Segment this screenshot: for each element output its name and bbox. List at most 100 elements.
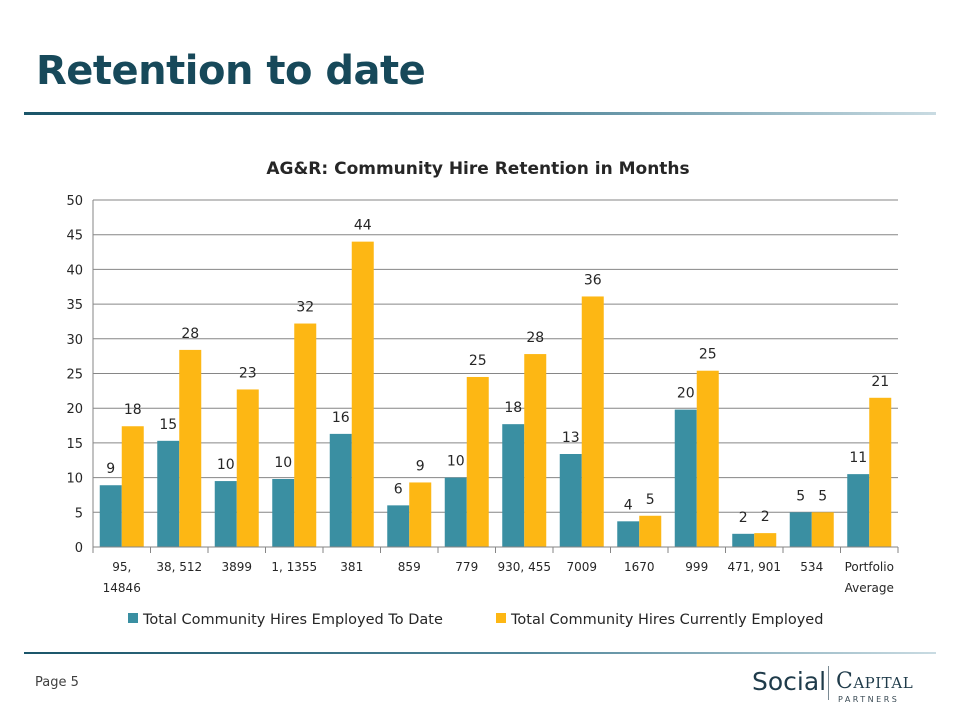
bar-value-label: 32 [296, 300, 314, 316]
legend-swatch-series-2 [496, 613, 506, 623]
bar-series-1 [272, 478, 295, 547]
bar-value-label: 6 [394, 481, 403, 497]
footer-divider [24, 652, 936, 654]
bar-value-label: 10 [217, 457, 235, 473]
x-tick-label: 381 [340, 560, 363, 574]
bar-series-1 [847, 474, 870, 547]
bar-series-2 [409, 482, 432, 547]
bar-series-2 [179, 349, 202, 547]
logo-word-partners: PARTNERS [838, 695, 900, 704]
logo-word-capital: Capital [836, 669, 914, 694]
bar-value-label: 15 [159, 417, 177, 433]
bar-value-label: 5 [796, 488, 805, 504]
y-tick-label: 30 [66, 333, 83, 348]
slide-title: Retention to date [36, 48, 426, 94]
x-tick-label: 859 [398, 560, 421, 574]
x-tick-label: 38, 512 [156, 560, 202, 574]
bar-value-label: 20 [677, 386, 695, 402]
grid-lines [93, 199, 898, 548]
bar-series-2 [524, 354, 547, 547]
bar-value-label: 18 [124, 402, 142, 418]
bar-series-1 [329, 433, 352, 547]
y-tick-label: 15 [66, 437, 83, 452]
bar-value-label: 28 [526, 330, 544, 346]
x-tick-label: 930, 455 [498, 560, 551, 574]
bar-value-label: 5 [646, 492, 655, 508]
bar-value-label: 21 [871, 374, 889, 390]
bar-value-label: 16 [332, 410, 350, 426]
y-tick-label: 40 [66, 263, 83, 278]
x-tick-label: 779 [455, 560, 478, 574]
bar-value-label: 5 [818, 488, 827, 504]
bar-series-2 [639, 515, 662, 547]
bar-value-label: 4 [624, 497, 633, 513]
social-capital-partners-logo: Social Capital PARTNERS [752, 662, 922, 710]
bar-series-1 [444, 477, 467, 547]
y-tick-label: 35 [66, 298, 83, 313]
x-tick-label: Average [845, 581, 894, 595]
bar-value-label: 10 [447, 454, 465, 470]
bar-value-label: 44 [354, 218, 372, 234]
bar-value-label: 2 [761, 509, 770, 525]
bar-value-label: 9 [416, 458, 425, 474]
legend-swatch-series-1 [128, 613, 138, 623]
bar-series-1 [214, 481, 237, 547]
legend-label-series-1: Total Community Hires Employed To Date [142, 612, 443, 628]
bar-value-label: 13 [562, 430, 580, 446]
y-tick-label: 45 [66, 229, 83, 244]
bar-series-2 [351, 241, 374, 547]
bar-series-1 [99, 485, 122, 547]
bar-series-1 [559, 454, 582, 547]
bar-series-2 [754, 533, 777, 547]
bar-value-label: 25 [699, 347, 717, 363]
bar-series-1 [674, 409, 697, 547]
x-tick-label: Portfolio [845, 560, 894, 574]
y-tick-label: 20 [66, 402, 83, 417]
bar-chart: AG&R: Community Hire Retention in Months… [66, 159, 899, 628]
bar-series-1 [617, 521, 640, 547]
title-divider [24, 112, 936, 115]
bar-value-label: 36 [584, 272, 602, 288]
bar-value-label: 18 [504, 400, 522, 416]
x-tick-label: 999 [685, 560, 708, 574]
bar-series-1 [789, 512, 812, 547]
y-tick-label: 5 [75, 506, 83, 521]
x-tick-label: 3899 [221, 560, 252, 574]
y-tick-label: 0 [75, 541, 83, 556]
page-number: Page 5 [35, 675, 79, 690]
y-tick-label: 50 [66, 194, 83, 209]
x-tick-label: 95, [112, 560, 131, 574]
bar-series-2 [121, 426, 144, 547]
y-tick-label: 25 [66, 368, 83, 383]
bar-series-2 [696, 370, 719, 547]
bars [99, 241, 892, 547]
bar-series-2 [811, 512, 834, 547]
bar-series-1 [732, 533, 755, 547]
bar-series-2 [869, 397, 892, 547]
bar-series-1 [387, 505, 410, 547]
bar-series-1 [502, 424, 525, 547]
x-tick-label: 1, 1355 [271, 560, 317, 574]
y-tick-label: 10 [66, 472, 83, 487]
bar-series-2 [294, 323, 317, 547]
bar-series-2 [581, 296, 604, 547]
x-tick-label: 7009 [566, 560, 597, 574]
bar-value-label: 2 [739, 510, 748, 526]
x-tick-label: 471, 901 [728, 560, 781, 574]
bar-value-label: 25 [469, 353, 487, 369]
x-tick-label: 534 [800, 560, 823, 574]
x-tick-label: 14846 [103, 581, 141, 595]
bar-value-label: 11 [849, 450, 867, 466]
legend: Total Community Hires Employed To Date To… [128, 612, 823, 628]
bar-value-label: 9 [106, 461, 115, 477]
bar-value-label: 23 [239, 365, 257, 381]
chart-title: AG&R: Community Hire Retention in Months [266, 159, 689, 179]
x-tick-label: 1670 [624, 560, 655, 574]
bar-series-1 [157, 440, 180, 547]
bar-value-label: 28 [181, 326, 199, 342]
logo-word-social: Social [752, 667, 827, 696]
bar-series-2 [236, 389, 259, 547]
logo-divider [828, 666, 829, 700]
